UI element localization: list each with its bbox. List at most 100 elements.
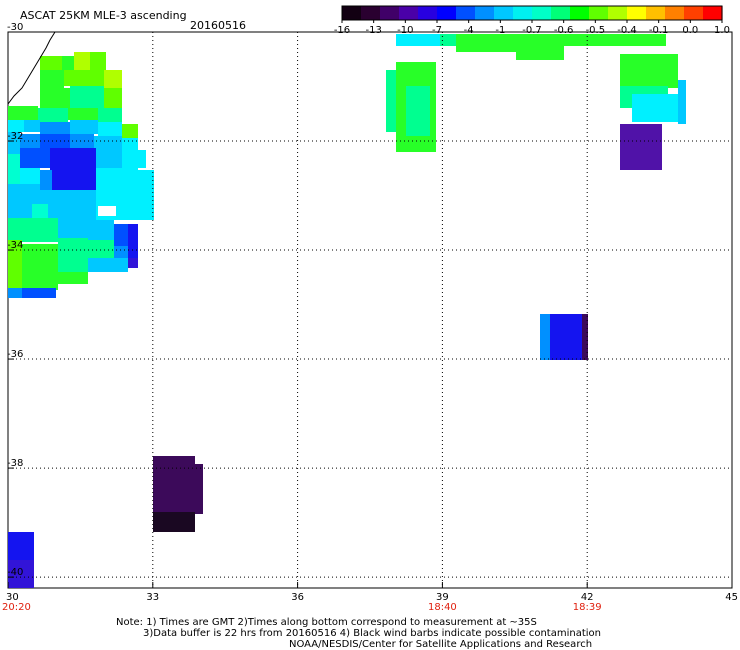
x-axis-label: 36 <box>291 592 304 603</box>
colorbar-tick-label: -10 <box>397 25 414 36</box>
colorbar-swatch <box>551 6 571 20</box>
time-label: 20:20 <box>2 602 31 613</box>
footer-note-1: Note: 1) Times are GMT 2)Times along bot… <box>116 617 537 628</box>
time-label: 18:40 <box>427 602 457 613</box>
data-cell <box>620 54 678 88</box>
data-cell <box>8 106 38 120</box>
colorbar-tick-label: -1 <box>495 25 506 36</box>
data-cells <box>8 34 686 588</box>
colorbar-tick-label: -0.4 <box>617 25 637 36</box>
colorbar-tick-label: -0.7 <box>522 25 542 36</box>
data-cell <box>122 138 138 152</box>
colorbar-swatch <box>342 6 362 20</box>
data-cell <box>96 150 122 168</box>
colorbar-tick-label: 1.0 <box>714 25 730 36</box>
y-axis-label: -38 <box>7 458 24 470</box>
plot-frame <box>7 31 733 589</box>
data-cell <box>22 288 56 298</box>
data-gap <box>98 206 116 216</box>
x-axis-label: 42 <box>580 592 594 603</box>
colorbar-tick-label: -0.1 <box>648 25 669 36</box>
colorbar-swatch <box>627 6 647 20</box>
data-cell <box>8 132 20 154</box>
colorbar-swatch <box>399 6 419 20</box>
data-cell <box>40 170 52 192</box>
data-cell <box>48 206 98 222</box>
data-cell <box>582 314 588 360</box>
data-cell <box>138 150 146 168</box>
data-cell <box>564 34 580 46</box>
data-cell <box>58 220 88 238</box>
data-cell <box>24 120 40 132</box>
axis-ticks <box>7 31 733 588</box>
colorbar-tick-label: -0.5 <box>585 25 606 36</box>
data-cell <box>128 258 138 268</box>
data-cell <box>678 80 686 124</box>
data-cell <box>456 34 516 52</box>
data-cell <box>122 170 154 188</box>
colorbar-swatch <box>380 6 400 20</box>
data-cell <box>62 56 74 70</box>
data-cell <box>98 108 122 122</box>
time-label: 18:39 <box>572 602 602 613</box>
data-cell <box>8 288 22 298</box>
data-cell <box>580 34 666 46</box>
data-cell <box>8 560 34 588</box>
data-cell <box>620 124 662 170</box>
y-axis-label: -30 <box>7 22 24 33</box>
colorbar-swatch <box>532 6 552 20</box>
colorbar-tick-label: -4 <box>463 25 474 36</box>
data-cell <box>8 204 32 220</box>
data-cell <box>88 258 128 272</box>
data-cell <box>88 240 114 258</box>
x-axis-label: 33 <box>146 592 160 603</box>
data-cell <box>90 52 106 70</box>
data-cell <box>195 464 203 514</box>
data-cell <box>122 124 138 138</box>
colorbar-swatch <box>513 6 533 20</box>
data-cell <box>153 456 195 518</box>
x-axis-label: 30 <box>6 592 19 603</box>
data-cell <box>128 224 138 260</box>
grid-lines <box>8 32 732 588</box>
data-cell <box>50 148 96 190</box>
data-cell <box>70 86 104 108</box>
data-cell <box>70 120 98 134</box>
data-cell <box>98 122 122 136</box>
data-cell <box>22 278 58 290</box>
data-cell <box>516 34 564 60</box>
data-cell <box>20 148 50 168</box>
colorbar-tick-label: -13 <box>365 25 382 36</box>
data-cell <box>122 152 138 170</box>
data-cell <box>40 122 70 134</box>
data-cell <box>40 88 70 108</box>
footer-credit: NOAA/NESDIS/Center for Satellite Applica… <box>289 639 593 650</box>
data-cell <box>8 184 40 204</box>
colorbar-swatch <box>418 6 438 20</box>
data-cell <box>40 70 64 88</box>
data-cell <box>550 314 582 360</box>
data-cell <box>396 34 440 46</box>
colorbar-swatch <box>456 6 476 20</box>
y-axis-label: -36 <box>7 349 24 361</box>
data-cell <box>114 246 128 260</box>
data-cell <box>386 70 396 132</box>
data-cell <box>8 154 20 184</box>
y-axis-label: -32 <box>7 131 24 143</box>
data-cell <box>40 134 70 148</box>
x-axis-label: 39 <box>436 592 449 603</box>
colorbar-swatch <box>570 6 590 20</box>
colorbar <box>341 5 723 23</box>
data-cell <box>632 94 680 122</box>
data-cell <box>440 34 456 46</box>
data-cell <box>58 238 88 272</box>
data-cell <box>22 244 58 278</box>
colorbar-tick-label: -7 <box>432 25 442 36</box>
data-cell <box>20 134 40 148</box>
data-cell <box>74 52 90 70</box>
data-cell <box>114 188 154 220</box>
data-cell <box>104 88 122 108</box>
colorbar-swatch <box>608 6 628 20</box>
colorbar-swatch <box>437 6 457 20</box>
